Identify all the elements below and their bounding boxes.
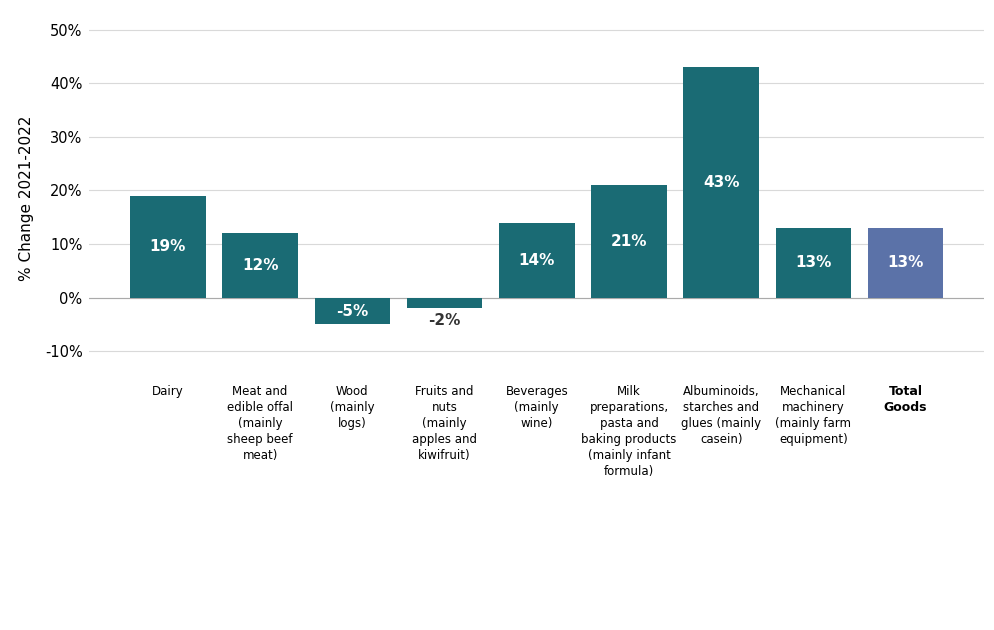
Text: 12%: 12%: [242, 258, 278, 273]
Y-axis label: % Change 2021-2022: % Change 2021-2022: [19, 116, 34, 281]
Text: -2%: -2%: [428, 312, 461, 328]
Bar: [223, 233, 298, 297]
Text: 19%: 19%: [150, 239, 186, 254]
Text: 13%: 13%: [888, 255, 923, 270]
Bar: [591, 185, 667, 297]
Bar: [868, 228, 943, 297]
Bar: [499, 222, 575, 297]
Bar: [775, 228, 851, 297]
Text: 14%: 14%: [519, 253, 555, 268]
Text: -5%: -5%: [336, 304, 369, 319]
Text: 43%: 43%: [703, 175, 740, 190]
Text: 21%: 21%: [610, 234, 647, 249]
Bar: [314, 297, 391, 324]
Bar: [407, 297, 482, 308]
Bar: [683, 67, 759, 297]
Bar: [130, 196, 206, 297]
Text: 13%: 13%: [795, 255, 832, 270]
